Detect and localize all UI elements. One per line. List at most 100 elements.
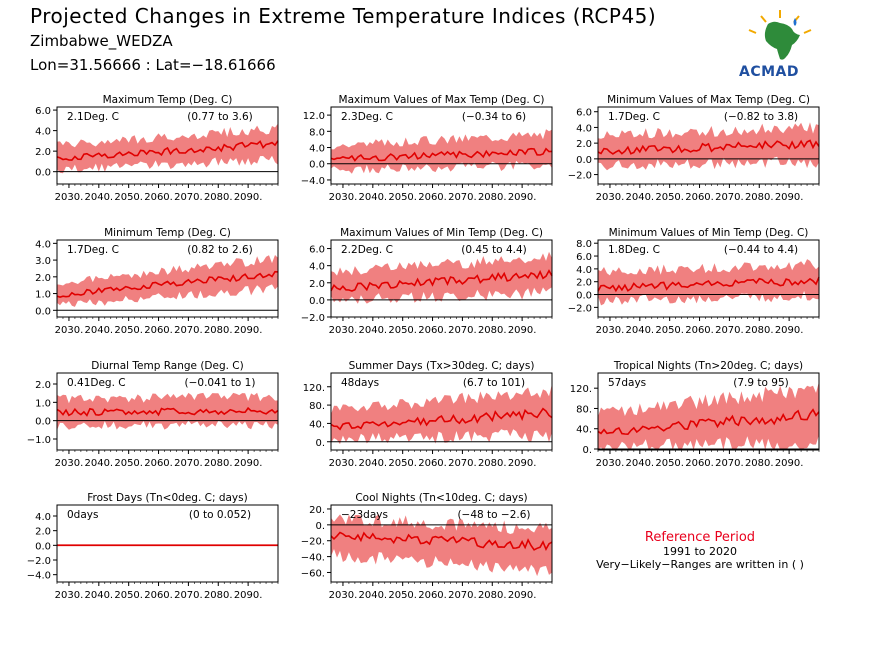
x-tick-label: 2040. [625,325,654,336]
x-tick-label: 2040. [358,325,387,336]
chart-title: Minimum Temp (Deg. C) [104,227,231,239]
y-tick-label: 4.0 [576,265,592,276]
mean-line [56,270,279,298]
y-tick-label: 2.0 [35,147,51,158]
chart-title: Summer Days (Tx>30deg. C; days) [349,360,535,372]
x-tick-label: 2080. [478,325,507,336]
y-tick-label: 0.0 [35,417,51,428]
range-label: (0.82 to 2.6) [187,244,253,256]
x-tick-label: 2080. [478,458,507,469]
x-tick-label: 2050. [655,458,684,469]
x-tick-label: 2040. [84,458,113,469]
x-tick-label: 2060. [685,325,714,336]
x-tick-label: 2090. [508,325,537,336]
range-label: (0.45 to 4.4) [461,244,527,256]
reference-period-years: 1991 to 2020 [662,545,738,558]
y-tick-label: 2.0 [576,139,592,150]
chart-panel: 0. 40. 80. 120. 2030. 2040. 2050. 2060. 2070. 208… [303,360,553,469]
y-tick-label: 80. [309,401,325,412]
chart-title: Maximum Temp (Deg. C) [103,94,233,106]
reference-period-title: Reference Period [644,530,756,545]
x-tick-label: 2030. [55,590,84,601]
likely-range-band [598,122,819,171]
x-tick-label: 2060. [144,325,173,336]
y-tick-label: 0.0 [309,296,325,307]
mean-line [330,147,553,162]
y-tick-label: 20. [309,505,325,516]
y-tick-label: 4.0 [35,127,51,138]
plot-frame [597,372,820,451]
x-tick-label: 2040. [358,590,387,601]
y-tick-label: 2.0 [35,273,51,284]
x-tick-label: 2050. [114,590,143,601]
x-tick-label: 2040. [625,458,654,469]
x-tick-label: 2050. [114,325,143,336]
mean-change-label: 2.2Deg. C [341,244,393,256]
x-tick-label: 2080. [745,192,774,203]
x-tick-label: 2030. [329,458,358,469]
range-label: (7.9 to 95) [733,377,788,389]
x-tick-label: 2050. [388,590,417,601]
y-tick-label: 2.0 [576,278,592,289]
mean-line [56,406,279,417]
y-tick-label: 4.0 [309,262,325,273]
x-tick-label: 2040. [84,590,113,601]
y-tick-label: 2.0 [35,527,51,538]
chart-panel: −60. −40. −20. 0. 20. 2030. 2040. 2050. 2060. 207… [301,492,553,601]
chart-panel: 0. 40. 80. 120. 2030. 2040. 2050. 2060. 2070. 208… [570,360,820,469]
y-tick-label: 0.0 [35,306,51,317]
x-tick-label: 2050. [388,192,417,203]
y-tick-label: 8.0 [309,127,325,138]
x-tick-label: 2060. [418,458,447,469]
x-tick-label: 2040. [625,192,654,203]
chart-panel: −4.0 −2.0 0.0 2.0 4.0 2030. 2040. 2050. 2060. 207… [27,492,279,601]
range-label: (6.7 to 101) [463,377,525,389]
x-tick-label: 2080. [745,325,774,336]
y-tick-label: 0. [582,445,592,456]
chart-panel: −2.0 0.0 2.0 4.0 6.0 2030. 2040. 2050. 2060. 2070… [568,94,820,203]
y-tick-label: −2.0 [301,313,325,324]
x-tick-label: 2060. [144,192,173,203]
mean-change-label: 1.8Deg. C [608,244,660,256]
range-label: (−0.82 to 3.8) [724,111,798,123]
y-tick-label: 2.0 [35,380,51,391]
x-tick-label: 2090. [775,458,804,469]
x-tick-label: 2060. [685,458,714,469]
plot-frame [56,504,279,583]
plot-frame [597,106,820,185]
chart-title: Cool Nights (Tn<10deg. C; days) [355,492,527,504]
chart-title: Maximum Values of Min Temp (Deg. C) [340,227,543,239]
x-tick-label: 2070. [715,192,744,203]
x-tick-label: 2090. [508,458,537,469]
y-tick-label: −1.0 [27,435,51,446]
x-tick-label: 2070. [448,458,477,469]
x-tick-label: 2030. [329,590,358,601]
plot-frame [330,372,553,451]
y-tick-label: 4.0 [309,144,325,155]
range-label: (−0.041 to 1) [185,377,256,389]
x-tick-label: 2070. [174,192,203,203]
x-tick-label: 2050. [114,192,143,203]
page-title: Projected Changes in Extreme Temperature… [30,4,657,28]
y-tick-label: −4.0 [301,176,325,187]
y-tick-label: 80. [576,404,592,415]
plot-frame [597,239,820,318]
x-tick-label: 2050. [388,458,417,469]
x-tick-label: 2080. [478,590,507,601]
x-tick-label: 2030. [596,325,625,336]
x-tick-label: 2070. [715,458,744,469]
range-label: (0.77 to 3.6) [187,111,253,123]
mean-change-label: 2.1Deg. C [67,111,119,123]
x-tick-label: 2060. [418,325,447,336]
x-tick-label: 2090. [508,192,537,203]
x-tick-label: 2090. [234,458,263,469]
range-label: (−0.34 to 6) [462,111,526,123]
y-tick-label: 0.0 [576,291,592,302]
y-tick-label: 0.0 [309,160,325,171]
mean-change-label: 1.7Deg. C [67,244,119,256]
y-tick-label: 4.0 [35,512,51,523]
location-label: Zimbabwe_WEDZA [30,32,173,50]
mean-line [597,276,820,293]
